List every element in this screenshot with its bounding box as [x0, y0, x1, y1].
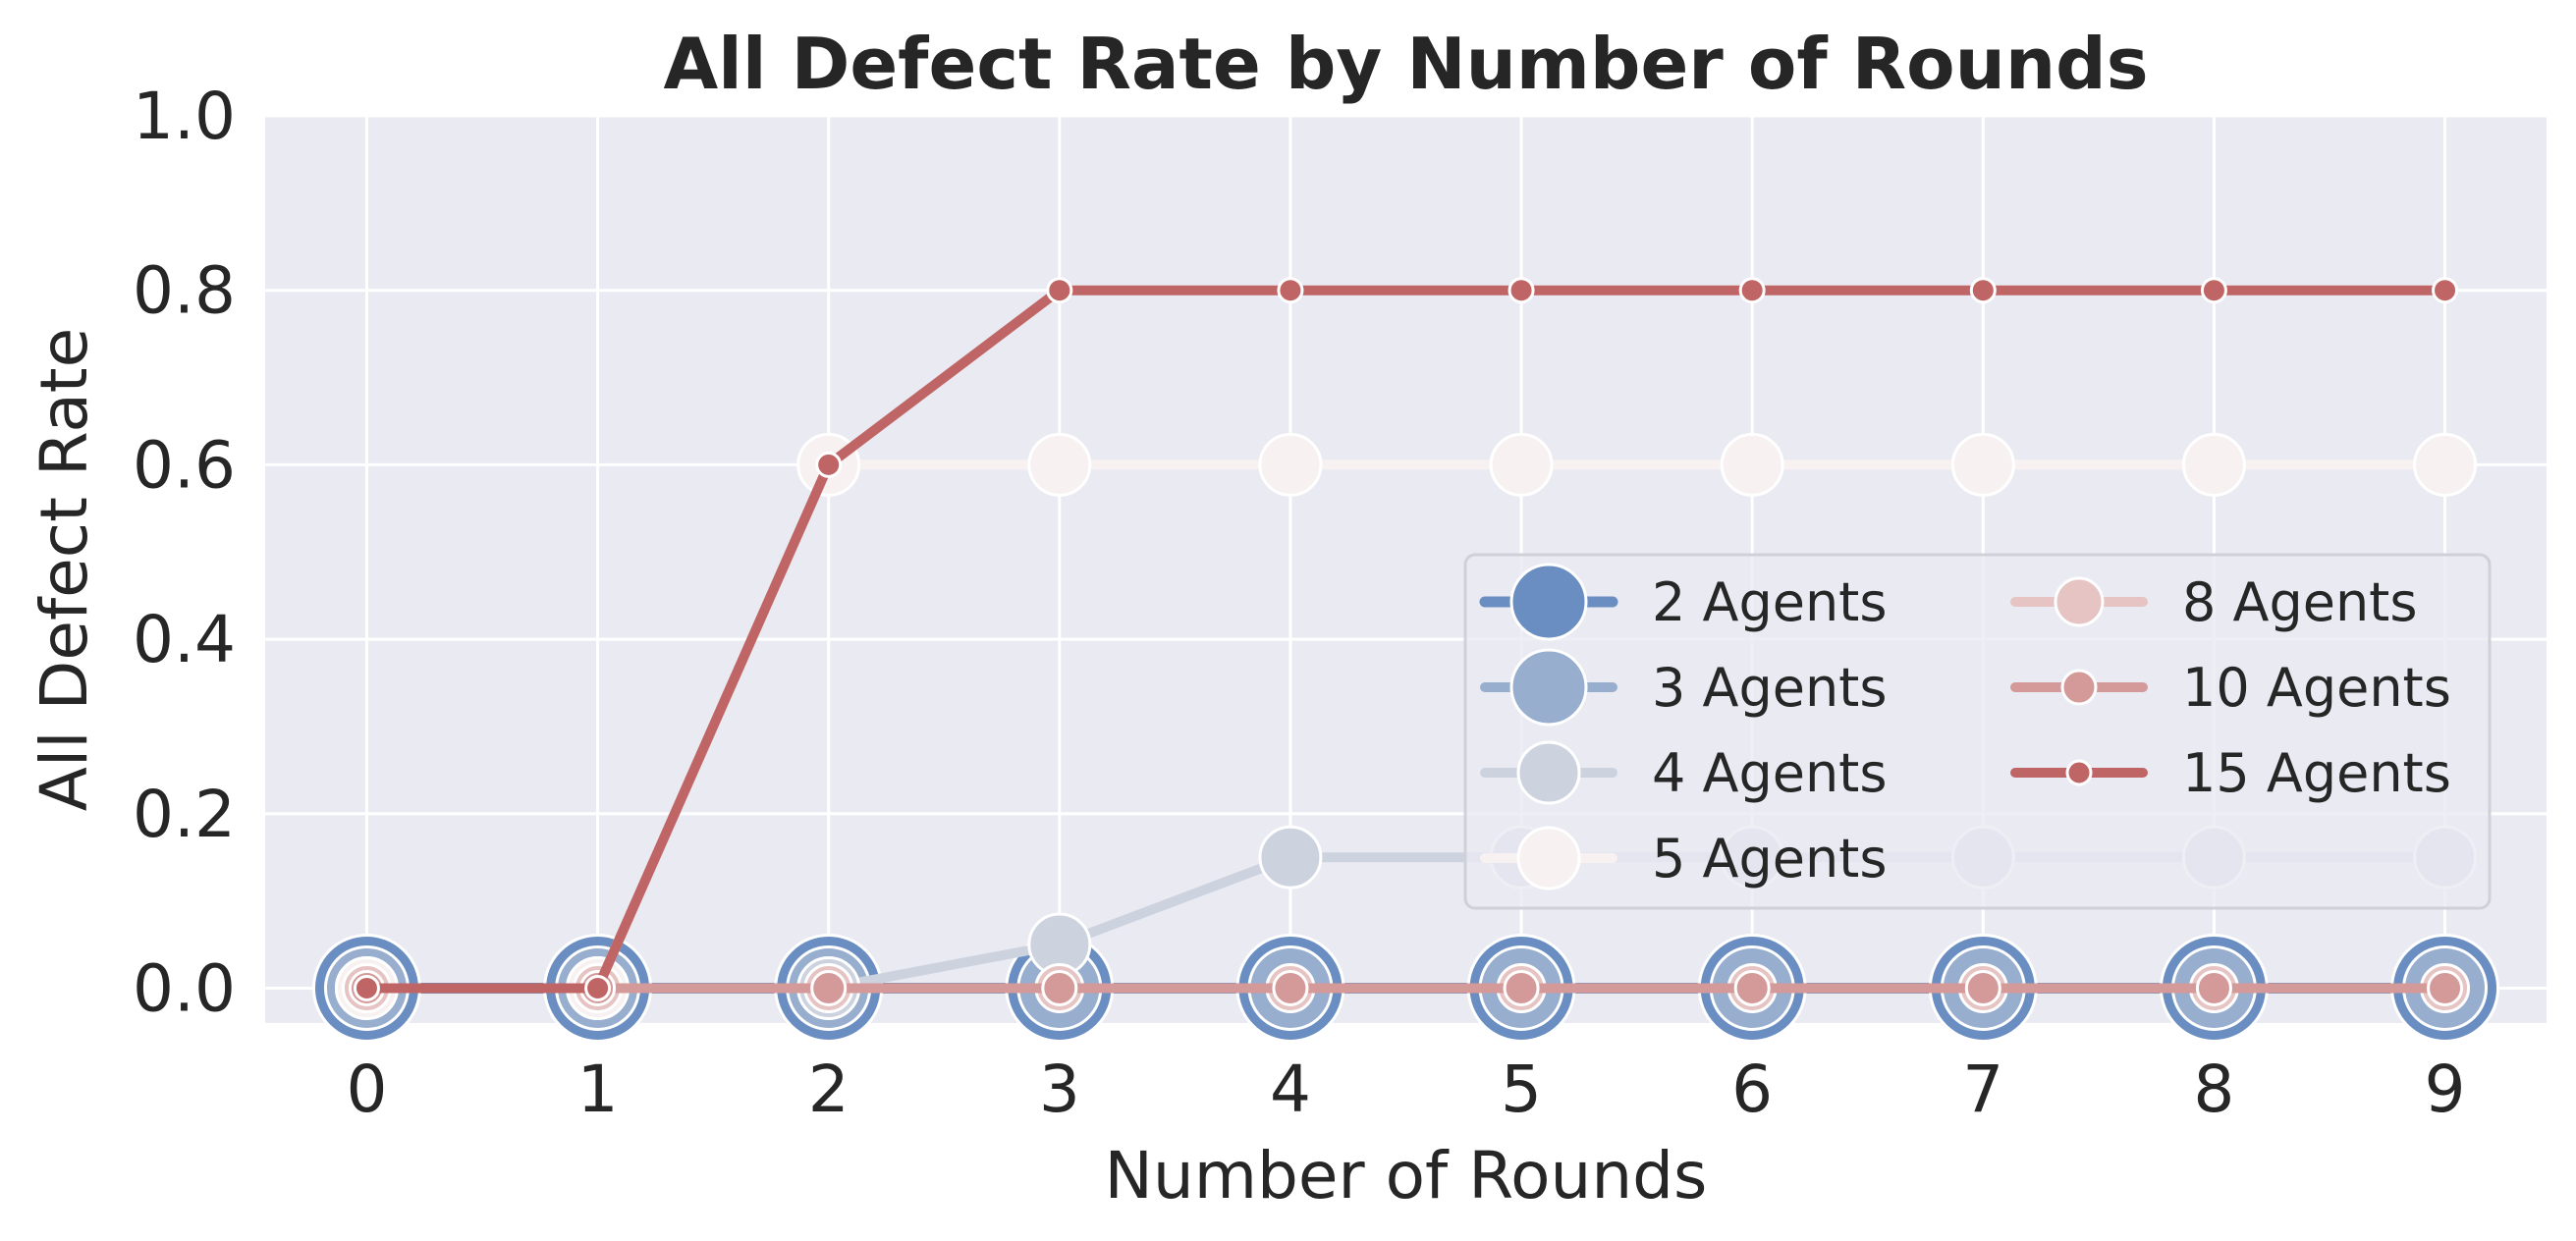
data-point	[2413, 432, 2478, 497]
data-point	[1720, 432, 1784, 497]
x-tick-label: 9	[2425, 1052, 2466, 1127]
y-tick-label: 0.2	[133, 777, 236, 852]
legend-entry: 8 Agents	[2010, 571, 2418, 633]
chart-title: All Defect Rate by Number of Rounds	[663, 23, 2148, 105]
data-point	[1258, 825, 1323, 890]
data-point	[1950, 432, 2015, 497]
legend-entry: 15 Agents	[2010, 742, 2451, 804]
x-tick-label: 6	[1731, 1052, 1773, 1127]
data-point	[1964, 969, 2001, 1006]
y-tick-label: 0.0	[133, 950, 236, 1026]
y-tick-label: 0.6	[133, 427, 236, 503]
legend-marker	[2054, 576, 2105, 627]
data-point	[2427, 969, 2464, 1006]
data-point	[1272, 969, 1309, 1006]
data-point	[810, 969, 848, 1006]
data-point	[1041, 969, 1078, 1006]
legend-marker	[2065, 759, 2093, 786]
data-point	[2181, 432, 2246, 497]
data-point	[2432, 277, 2459, 304]
x-tick-label: 1	[577, 1052, 619, 1127]
legend-label: 4 Agents	[1652, 742, 1888, 804]
x-tick-label: 2	[808, 1052, 850, 1127]
legend-entry: 3 Agents	[1480, 648, 1888, 727]
legend-label: 10 Agents	[2182, 657, 2451, 719]
data-point	[1507, 277, 1535, 304]
legend-marker	[1509, 648, 1588, 727]
legend-marker	[2060, 669, 2098, 706]
data-point	[1046, 277, 1073, 304]
legend-label: 2 Agents	[1652, 571, 1888, 633]
x-tick-label: 0	[346, 1052, 387, 1127]
series-line	[361, 285, 2450, 994]
x-tick-label: 4	[1270, 1052, 1311, 1127]
data-point	[815, 451, 843, 478]
legend-label: 3 Agents	[1652, 657, 1888, 719]
x-axis-label: Number of Rounds	[1105, 1138, 1708, 1214]
series-15-agents	[353, 277, 2459, 1001]
legend-label: 8 Agents	[2182, 571, 2418, 633]
x-tick-label: 8	[2193, 1052, 2234, 1127]
x-tick-label: 5	[1501, 1052, 1542, 1127]
legend-entry: 2 Agents	[1479, 563, 1888, 641]
legend-entry: 5 Agents	[1480, 826, 1888, 890]
data-point	[1733, 969, 1771, 1006]
data-point	[584, 974, 612, 1001]
data-point	[1489, 432, 1554, 497]
data-point	[1969, 277, 1997, 304]
legend-entry: 4 Agents	[1480, 740, 1888, 805]
legend-entry: 10 Agents	[2010, 657, 2451, 719]
data-point	[1738, 277, 1766, 304]
legend: 2 Agents 3 Agents 4 Agents 5 Agents 8 Agents…	[1463, 553, 2492, 910]
data-point	[1258, 432, 1323, 497]
data-point	[2195, 969, 2232, 1006]
y-axis-label: All Defect Rate	[27, 328, 102, 812]
y-tick-label: 1.0	[133, 79, 236, 154]
legend-box	[1463, 553, 2492, 910]
data-point	[2200, 277, 2227, 304]
x-tick-label: 7	[1962, 1052, 2003, 1127]
y-tick-label: 0.8	[133, 253, 236, 329]
legend-label: 5 Agents	[1652, 828, 1888, 890]
legend-marker	[1509, 563, 1588, 641]
legend-label: 15 Agents	[2182, 742, 2451, 804]
tick-labels: 0 1 2 3 4 5 6 7 8 9 0.0 0.2 0.4 0.6 0.8 1.0	[133, 79, 2466, 1127]
x-tick-label: 3	[1039, 1052, 1080, 1127]
legend-marker	[1516, 826, 1581, 890]
data-point	[1277, 277, 1304, 304]
y-tick-label: 0.4	[133, 602, 236, 677]
data-point	[353, 974, 380, 1001]
data-point	[1027, 432, 1092, 497]
data-point	[1503, 969, 1540, 1006]
legend-marker	[1516, 740, 1581, 805]
